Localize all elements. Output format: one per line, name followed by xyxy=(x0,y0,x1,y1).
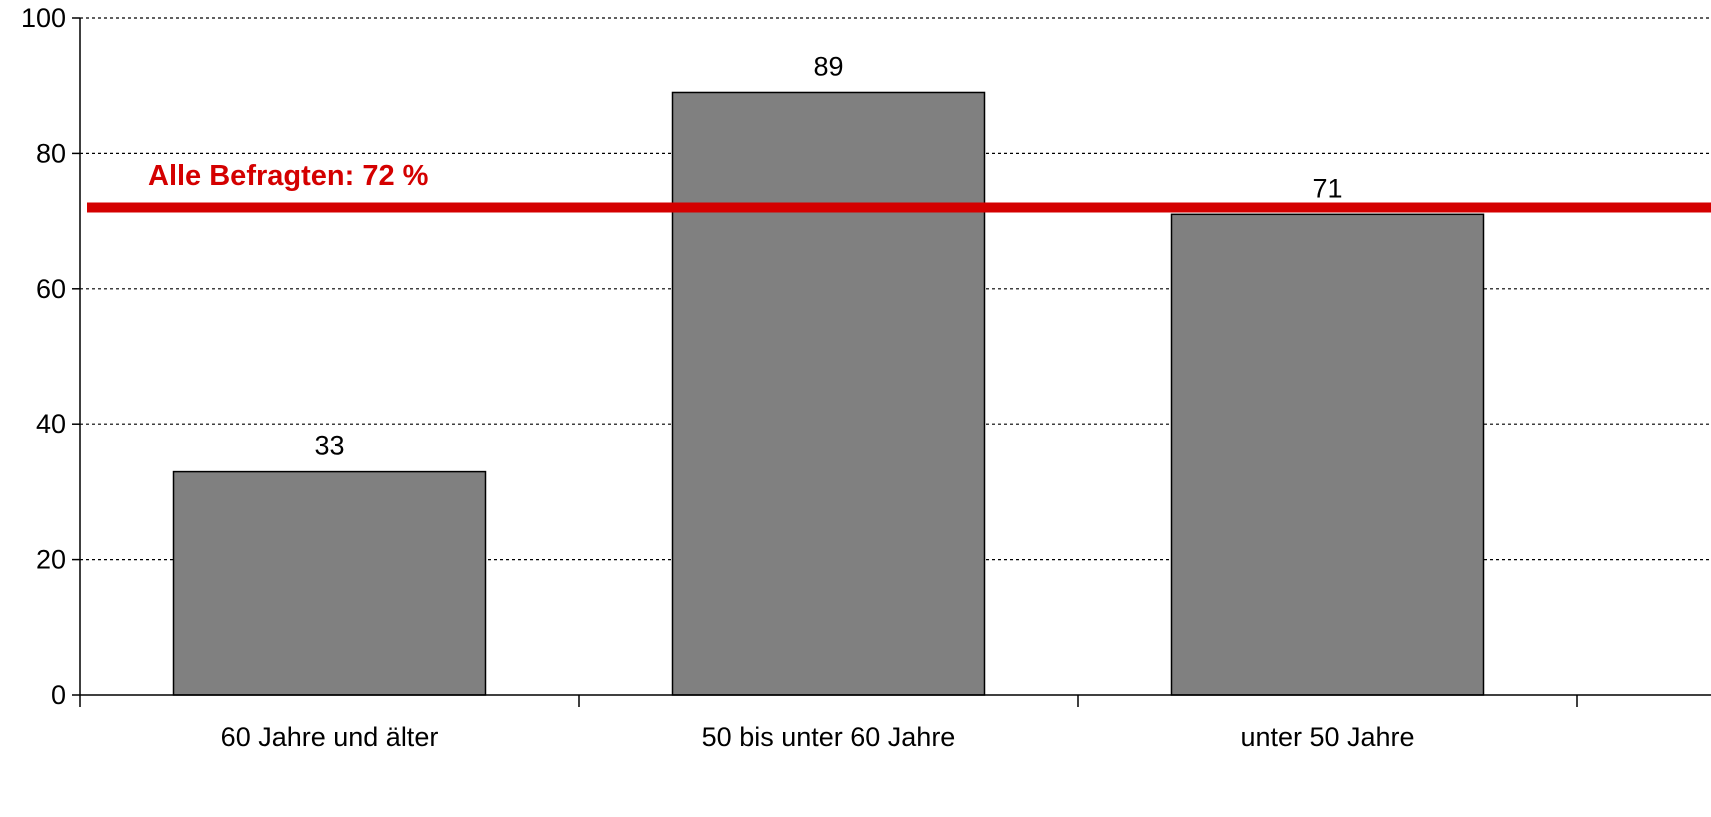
y-tick-label: 20 xyxy=(36,545,66,575)
data-label-1: 33 xyxy=(314,431,344,461)
y-tick-label: 0 xyxy=(51,680,66,710)
x-category-label: unter 50 Jahre xyxy=(1240,722,1414,752)
x-category-label: 60 Jahre und älter xyxy=(221,722,439,752)
reference-line-label: Alle Befragten: 72 % xyxy=(148,160,429,192)
data-label-2: 89 xyxy=(813,51,843,81)
data-label-3: 71 xyxy=(1312,173,1342,203)
y-tick-label: 40 xyxy=(36,409,66,439)
bar-1 xyxy=(172,470,487,696)
x-category-label: 50 bis unter 60 Jahre xyxy=(702,722,956,752)
y-tick-label: 100 xyxy=(21,3,66,33)
bar-3 xyxy=(1170,213,1485,696)
y-tick-label: 80 xyxy=(36,138,66,168)
bar-2 xyxy=(671,91,986,696)
y-tick-label: 60 xyxy=(36,274,66,304)
